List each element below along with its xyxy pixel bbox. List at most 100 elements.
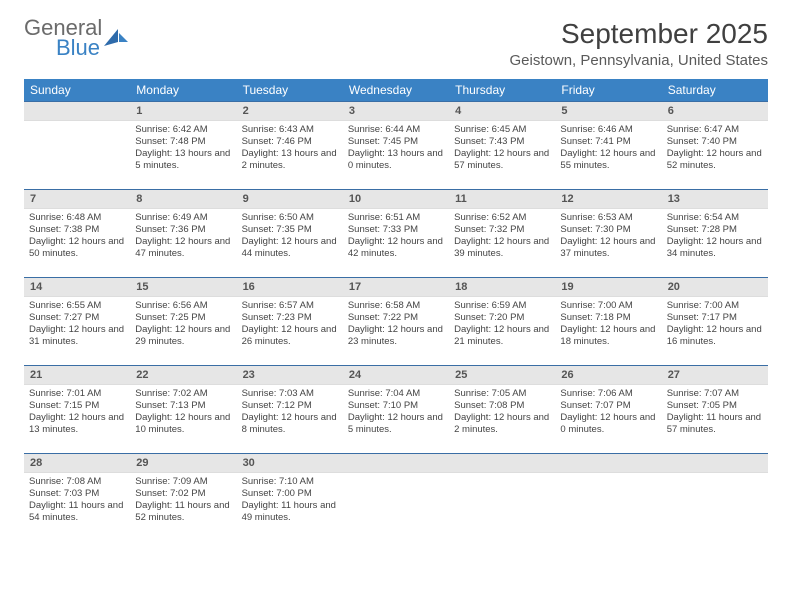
- page-header: General Blue September 2025 Geistown, Pe…: [24, 18, 768, 69]
- daylight-text: Daylight: 12 hours and 21 minutes.: [454, 324, 550, 348]
- day-number: 17: [343, 278, 449, 297]
- day-number-empty: [555, 454, 661, 473]
- sunrise-text: Sunrise: 6:47 AM: [667, 124, 763, 136]
- sunset-text: Sunset: 7:18 PM: [560, 312, 656, 324]
- calendar-body: 1Sunrise: 6:42 AMSunset: 7:48 PMDaylight…: [24, 102, 768, 542]
- cell-body: Sunrise: 6:46 AMSunset: 7:41 PMDaylight:…: [555, 121, 661, 176]
- sunrise-text: Sunrise: 6:50 AM: [242, 212, 338, 224]
- day-number: 29: [130, 454, 236, 473]
- sunrise-text: Sunrise: 7:00 AM: [560, 300, 656, 312]
- sunrise-text: Sunrise: 6:42 AM: [135, 124, 231, 136]
- sunset-text: Sunset: 7:02 PM: [135, 488, 231, 500]
- calendar-cell: [343, 454, 449, 542]
- calendar-cell: 13Sunrise: 6:54 AMSunset: 7:28 PMDayligh…: [662, 190, 768, 278]
- cell-body: Sunrise: 6:47 AMSunset: 7:40 PMDaylight:…: [662, 121, 768, 176]
- sunset-text: Sunset: 7:07 PM: [560, 400, 656, 412]
- sunset-text: Sunset: 7:30 PM: [560, 224, 656, 236]
- daylight-text: Daylight: 12 hours and 18 minutes.: [560, 324, 656, 348]
- sunset-text: Sunset: 7:23 PM: [242, 312, 338, 324]
- sunset-text: Sunset: 7:08 PM: [454, 400, 550, 412]
- sunrise-text: Sunrise: 7:08 AM: [29, 476, 125, 488]
- day-number: 25: [449, 366, 555, 385]
- calendar-week-row: 7Sunrise: 6:48 AMSunset: 7:38 PMDaylight…: [24, 190, 768, 278]
- calendar-cell: 11Sunrise: 6:52 AMSunset: 7:32 PMDayligh…: [449, 190, 555, 278]
- calendar-cell: 19Sunrise: 7:00 AMSunset: 7:18 PMDayligh…: [555, 278, 661, 366]
- cell-body: Sunrise: 7:07 AMSunset: 7:05 PMDaylight:…: [662, 385, 768, 440]
- cell-body: Sunrise: 6:51 AMSunset: 7:33 PMDaylight:…: [343, 209, 449, 264]
- cell-body: Sunrise: 6:50 AMSunset: 7:35 PMDaylight:…: [237, 209, 343, 264]
- day-number: 5: [555, 102, 661, 121]
- brand-text: General Blue: [24, 18, 102, 58]
- day-number: 11: [449, 190, 555, 209]
- day-number: 28: [24, 454, 130, 473]
- daylight-text: Daylight: 12 hours and 52 minutes.: [667, 148, 763, 172]
- sunset-text: Sunset: 7:17 PM: [667, 312, 763, 324]
- day-number-empty: [449, 454, 555, 473]
- daylight-text: Daylight: 13 hours and 5 minutes.: [135, 148, 231, 172]
- daylight-text: Daylight: 12 hours and 39 minutes.: [454, 236, 550, 260]
- day-number: 2: [237, 102, 343, 121]
- day-number: 18: [449, 278, 555, 297]
- cell-body: Sunrise: 7:10 AMSunset: 7:00 PMDaylight:…: [237, 473, 343, 528]
- sunrise-text: Sunrise: 6:43 AM: [242, 124, 338, 136]
- day-header: Wednesday: [343, 79, 449, 102]
- calendar-cell: 21Sunrise: 7:01 AMSunset: 7:15 PMDayligh…: [24, 366, 130, 454]
- sunset-text: Sunset: 7:22 PM: [348, 312, 444, 324]
- calendar-cell: 29Sunrise: 7:09 AMSunset: 7:02 PMDayligh…: [130, 454, 236, 542]
- day-header: Sunday: [24, 79, 130, 102]
- brand-word2: Blue: [56, 38, 102, 58]
- sunset-text: Sunset: 7:28 PM: [667, 224, 763, 236]
- sunrise-text: Sunrise: 7:00 AM: [667, 300, 763, 312]
- calendar-cell: 26Sunrise: 7:06 AMSunset: 7:07 PMDayligh…: [555, 366, 661, 454]
- day-number: 21: [24, 366, 130, 385]
- cell-body: Sunrise: 6:55 AMSunset: 7:27 PMDaylight:…: [24, 297, 130, 352]
- daylight-text: Daylight: 12 hours and 23 minutes.: [348, 324, 444, 348]
- calendar-week-row: 14Sunrise: 6:55 AMSunset: 7:27 PMDayligh…: [24, 278, 768, 366]
- cell-body: Sunrise: 6:53 AMSunset: 7:30 PMDaylight:…: [555, 209, 661, 264]
- daylight-text: Daylight: 12 hours and 34 minutes.: [667, 236, 763, 260]
- calendar-cell: [662, 454, 768, 542]
- sunset-text: Sunset: 7:36 PM: [135, 224, 231, 236]
- sunset-text: Sunset: 7:48 PM: [135, 136, 231, 148]
- calendar-cell: 6Sunrise: 6:47 AMSunset: 7:40 PMDaylight…: [662, 102, 768, 190]
- calendar-cell: 14Sunrise: 6:55 AMSunset: 7:27 PMDayligh…: [24, 278, 130, 366]
- daylight-text: Daylight: 12 hours and 16 minutes.: [667, 324, 763, 348]
- sunrise-text: Sunrise: 6:53 AM: [560, 212, 656, 224]
- day-number: 8: [130, 190, 236, 209]
- sunset-text: Sunset: 7:05 PM: [667, 400, 763, 412]
- daylight-text: Daylight: 12 hours and 8 minutes.: [242, 412, 338, 436]
- cell-body: Sunrise: 7:09 AMSunset: 7:02 PMDaylight:…: [130, 473, 236, 528]
- cell-body: Sunrise: 6:58 AMSunset: 7:22 PMDaylight:…: [343, 297, 449, 352]
- calendar-cell: [449, 454, 555, 542]
- calendar-cell: 28Sunrise: 7:08 AMSunset: 7:03 PMDayligh…: [24, 454, 130, 542]
- cell-body: Sunrise: 7:01 AMSunset: 7:15 PMDaylight:…: [24, 385, 130, 440]
- day-number: 12: [555, 190, 661, 209]
- sunset-text: Sunset: 7:46 PM: [242, 136, 338, 148]
- daylight-text: Daylight: 12 hours and 0 minutes.: [560, 412, 656, 436]
- sunrise-text: Sunrise: 6:51 AM: [348, 212, 444, 224]
- sunrise-text: Sunrise: 6:58 AM: [348, 300, 444, 312]
- calendar-cell: 15Sunrise: 6:56 AMSunset: 7:25 PMDayligh…: [130, 278, 236, 366]
- day-number: 24: [343, 366, 449, 385]
- sunrise-text: Sunrise: 6:49 AM: [135, 212, 231, 224]
- calendar-cell: 5Sunrise: 6:46 AMSunset: 7:41 PMDaylight…: [555, 102, 661, 190]
- calendar-cell: 30Sunrise: 7:10 AMSunset: 7:00 PMDayligh…: [237, 454, 343, 542]
- calendar-cell: 24Sunrise: 7:04 AMSunset: 7:10 PMDayligh…: [343, 366, 449, 454]
- daylight-text: Daylight: 12 hours and 44 minutes.: [242, 236, 338, 260]
- day-number: 27: [662, 366, 768, 385]
- cell-body: Sunrise: 6:59 AMSunset: 7:20 PMDaylight:…: [449, 297, 555, 352]
- cell-body: Sunrise: 7:08 AMSunset: 7:03 PMDaylight:…: [24, 473, 130, 528]
- day-number: 7: [24, 190, 130, 209]
- day-header: Friday: [555, 79, 661, 102]
- sunset-text: Sunset: 7:25 PM: [135, 312, 231, 324]
- day-number: 15: [130, 278, 236, 297]
- calendar-cell: [24, 102, 130, 190]
- sunrise-text: Sunrise: 6:48 AM: [29, 212, 125, 224]
- day-number-empty: [343, 454, 449, 473]
- sunrise-text: Sunrise: 7:07 AM: [667, 388, 763, 400]
- daylight-text: Daylight: 13 hours and 0 minutes.: [348, 148, 444, 172]
- cell-body: Sunrise: 7:00 AMSunset: 7:17 PMDaylight:…: [662, 297, 768, 352]
- daylight-text: Daylight: 11 hours and 57 minutes.: [667, 412, 763, 436]
- day-header: Saturday: [662, 79, 768, 102]
- sunset-text: Sunset: 7:03 PM: [29, 488, 125, 500]
